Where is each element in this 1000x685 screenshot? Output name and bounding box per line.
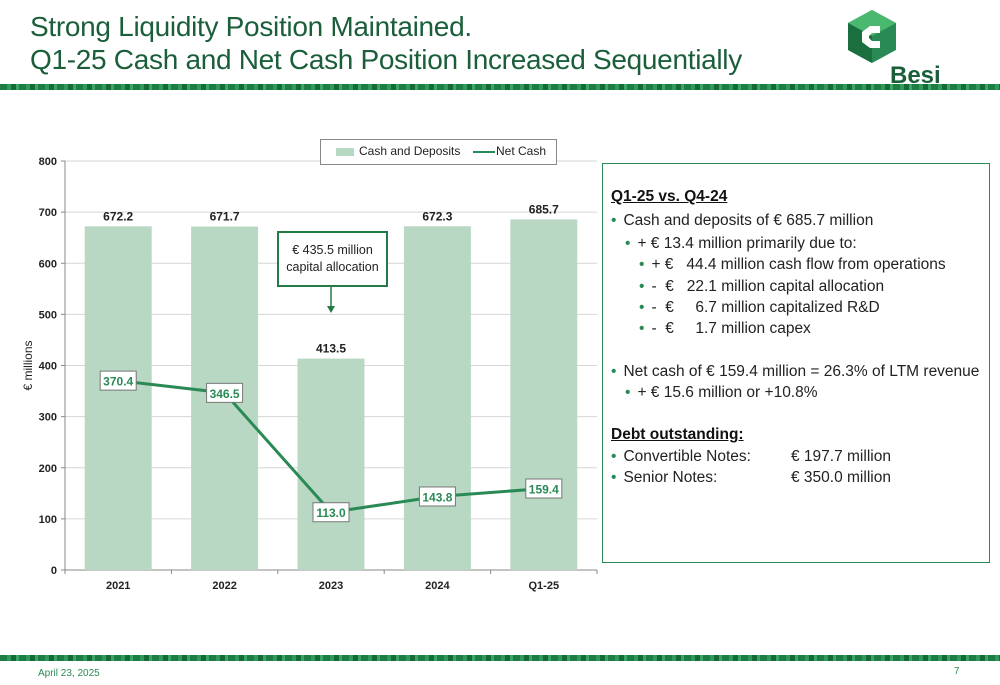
y-tick-label: 400 (39, 361, 57, 373)
debt-value-convertible: € 197.7 million (791, 448, 891, 465)
panel-line: • Net cash of € 159.4 million = 26.3% of … (611, 363, 980, 380)
y-tick-label: 100 (39, 514, 57, 526)
panel-line: • Cash and deposits of € 685.7 million (611, 212, 874, 229)
bar-value-label: 672.3 (422, 209, 452, 223)
panel-line: • - € 1.7 million capex (639, 320, 811, 337)
callout-line-1: € 435.5 million (292, 243, 373, 257)
panel-heading: Q1-25 vs. Q4-24 (611, 188, 728, 205)
net-cash-value-label: 113.0 (316, 506, 346, 520)
panel-line: • - € 22.1 million capital allocation (639, 278, 885, 295)
x-tick-label: 2024 (425, 580, 450, 592)
callout-arrow-head (327, 306, 335, 313)
net-cash-label-box (312, 502, 350, 523)
net-cash-label-box (525, 478, 563, 499)
bottom-divider (0, 655, 1000, 661)
callout-line-2: capital allocation (286, 260, 379, 274)
y-tick-label: 700 (39, 207, 57, 219)
y-tick-label: 500 (39, 309, 57, 321)
net-cash-value-label: 346.5 (210, 387, 240, 401)
bar-value-label: 672.2 (103, 209, 133, 223)
capital-allocation-callout: € 435.5 million capital allocation (277, 231, 388, 287)
besi-logo (844, 8, 940, 94)
panel-line: • + € 44.4 million cash flow from operati… (639, 256, 946, 273)
x-tick-label: 2023 (319, 580, 343, 592)
debt-row-convertible: • Convertible Notes: (611, 448, 751, 465)
panel-line: • + € 15.6 million or +10.8% (625, 384, 818, 401)
footer-date: April 23, 2025 (38, 668, 100, 679)
bar-value-label: 685.7 (529, 202, 559, 216)
net-cash-value-label: 143.8 (422, 490, 452, 504)
debt-heading: Debt outstanding: (611, 426, 744, 443)
page-number: 7 (954, 666, 960, 677)
cash-chart: 0 100 200 300 400 500 600 700 800 € millions 672.2… (21, 156, 598, 592)
y-axis-title: € millions (21, 340, 35, 390)
y-tick-label: 300 (39, 412, 57, 424)
bar-value-label: 413.5 (316, 342, 346, 356)
panel-line: • + € 13.4 million primarily due to: (625, 235, 857, 252)
y-tick-label: 800 (39, 156, 57, 168)
debt-value-senior: € 350.0 million (791, 469, 891, 486)
title-line-1: Strong Liquidity Position Maintained. (30, 11, 472, 42)
slide-title: Strong Liquidity Position Maintained. Q1… (30, 10, 742, 76)
net-cash-label-box (206, 382, 244, 403)
chart-legend: Cash and Deposits Net Cash (320, 139, 557, 165)
y-tick-label: 600 (39, 258, 57, 270)
legend-label-net-cash: Net Cash (496, 144, 547, 158)
net-cash-label-box (418, 486, 456, 507)
commentary-panel: Q1-25 vs. Q4-24 • Cash and deposits of € … (602, 163, 990, 563)
legend-swatch-net-cash (473, 151, 495, 153)
bar (510, 219, 578, 570)
bar (84, 226, 152, 570)
x-tick-label: Q1-25 (529, 580, 560, 592)
top-divider (0, 84, 1000, 90)
y-tick-label: 0 (51, 565, 57, 577)
net-cash-value-label: 159.4 (529, 483, 559, 497)
x-tick-label: 2021 (106, 580, 130, 592)
y-tick-label: 200 (39, 463, 57, 475)
bar (403, 226, 471, 570)
x-tick-label: 2022 (212, 580, 236, 592)
legend-swatch-cash (336, 148, 354, 156)
besi-logo-icon (848, 10, 896, 63)
bar (297, 358, 365, 570)
net-cash-value-label: 370.4 (103, 375, 133, 389)
bar-value-label: 671.7 (210, 210, 240, 224)
panel-line: • - € 6.7 million capitalized R&D (639, 299, 880, 316)
net-cash-label-box (99, 370, 137, 391)
debt-row-senior: • Senior Notes: (611, 469, 718, 486)
title-line-2: Q1-25 Cash and Net Cash Position Increas… (30, 44, 742, 75)
legend-label-cash: Cash and Deposits (359, 144, 461, 158)
chart-area: 0 100 200 300 400 500 600 700 800 € millions 672.2… (10, 135, 600, 605)
